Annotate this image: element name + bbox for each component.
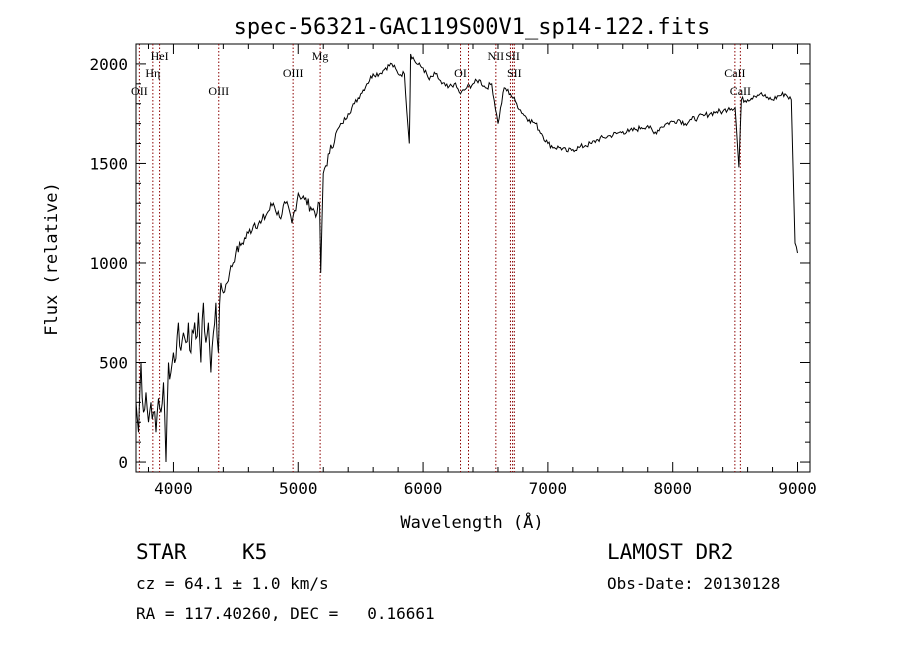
x-tick-label: 4000 xyxy=(154,479,193,498)
y-tick-label: 0 xyxy=(118,453,128,472)
chart-title: spec-56321-GAC119S00V1_sp14-122.fits xyxy=(234,15,711,40)
y-tick-label: 2000 xyxy=(89,55,128,74)
reference-line-label: NII xyxy=(488,49,505,63)
y-tick-label: 500 xyxy=(99,354,128,373)
reference-line-label: CaII xyxy=(724,66,745,80)
y-axis-label: Flux (relative) xyxy=(42,182,62,336)
axis-tick-labels: 4000 5000 6000 7000 8000 9000 0 500 1000 1500 2000 xyxy=(89,55,816,498)
reference-line-label: OII xyxy=(131,84,148,98)
reference-line-labels: OII Hη HeI OIII OIII Mg OI NII SII SII CaII CaII xyxy=(131,49,751,98)
axis-ticks xyxy=(136,43,810,472)
x-axis-label: Wavelength (Å) xyxy=(400,511,543,533)
x-tick-label: 9000 xyxy=(778,479,817,498)
reference-lines xyxy=(138,44,741,472)
survey-name: LAMOST DR2 xyxy=(607,540,734,564)
reference-line-label: CaII xyxy=(730,84,751,98)
x-tick-label: 7000 xyxy=(529,479,568,498)
object-subclass: K5 xyxy=(242,540,268,564)
reference-line-label: OIII xyxy=(208,84,229,98)
reference-line-label: SII xyxy=(507,66,522,80)
plot-frame xyxy=(135,43,811,473)
y-tick-label: 1500 xyxy=(89,154,128,173)
reference-line-label: OI xyxy=(454,66,467,80)
y-tick-label: 1000 xyxy=(89,254,128,273)
spectrum-series-line xyxy=(135,53,798,463)
reference-line-label: HeI xyxy=(151,49,169,63)
reference-line-label: SII xyxy=(505,49,520,63)
x-tick-label: 8000 xyxy=(653,479,692,498)
x-tick-label: 6000 xyxy=(404,479,443,498)
ra-dec-coordinates: RA = 117.40260, DEC = 0.16661 xyxy=(136,604,435,623)
reference-line-label: OIII xyxy=(283,66,304,80)
reference-line-label: Hη xyxy=(145,66,160,80)
object-class: STAR xyxy=(136,540,187,564)
redshift-value: cz = 64.1 ± 1.0 km/s xyxy=(136,574,329,593)
x-tick-label: 5000 xyxy=(279,479,318,498)
observation-date: Obs-Date: 20130128 xyxy=(607,574,781,593)
reference-line-label: Mg xyxy=(312,49,329,63)
